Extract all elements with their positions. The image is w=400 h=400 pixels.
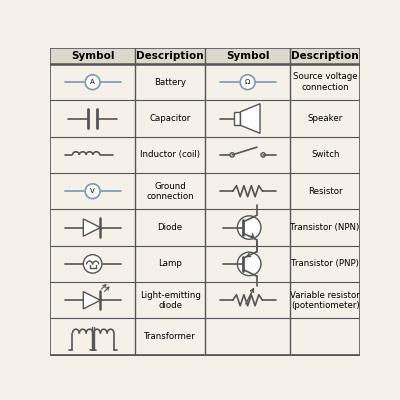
Text: Variable resistor
(potentiometer): Variable resistor (potentiometer)	[290, 290, 360, 310]
Circle shape	[237, 252, 261, 276]
Text: Transistor (PNP): Transistor (PNP)	[291, 260, 359, 268]
Text: Ground
connection: Ground connection	[146, 182, 194, 201]
Text: Symbol: Symbol	[71, 51, 114, 61]
Circle shape	[237, 216, 261, 239]
Circle shape	[85, 75, 100, 90]
Text: Description: Description	[136, 51, 204, 61]
Text: Description: Description	[291, 51, 359, 61]
Text: Diode: Diode	[158, 223, 183, 232]
Circle shape	[240, 75, 255, 90]
Circle shape	[83, 255, 102, 273]
Polygon shape	[83, 292, 100, 309]
Text: Transformer: Transformer	[144, 332, 196, 341]
Text: Source voltage
connection: Source voltage connection	[293, 72, 358, 92]
Text: Switch: Switch	[311, 150, 339, 159]
Polygon shape	[240, 104, 260, 133]
Bar	[234, 112, 240, 125]
Text: Light-emitting
diode: Light-emitting diode	[140, 290, 200, 310]
Text: Ω: Ω	[245, 79, 250, 85]
Circle shape	[85, 184, 100, 199]
Text: Speaker: Speaker	[308, 114, 343, 123]
Circle shape	[261, 153, 265, 157]
Circle shape	[230, 153, 234, 157]
Polygon shape	[83, 219, 100, 236]
Text: A: A	[90, 79, 95, 85]
Text: Resistor: Resistor	[308, 187, 342, 196]
Text: Lamp: Lamp	[158, 260, 182, 268]
Text: Capacitor: Capacitor	[150, 114, 191, 123]
Text: Transistor (NPN): Transistor (NPN)	[290, 223, 360, 232]
Text: Symbol: Symbol	[226, 51, 269, 61]
Text: Battery: Battery	[154, 78, 186, 87]
Text: V: V	[90, 188, 95, 194]
Bar	[50, 48, 360, 64]
Text: Inductor (coil): Inductor (coil)	[140, 150, 200, 159]
